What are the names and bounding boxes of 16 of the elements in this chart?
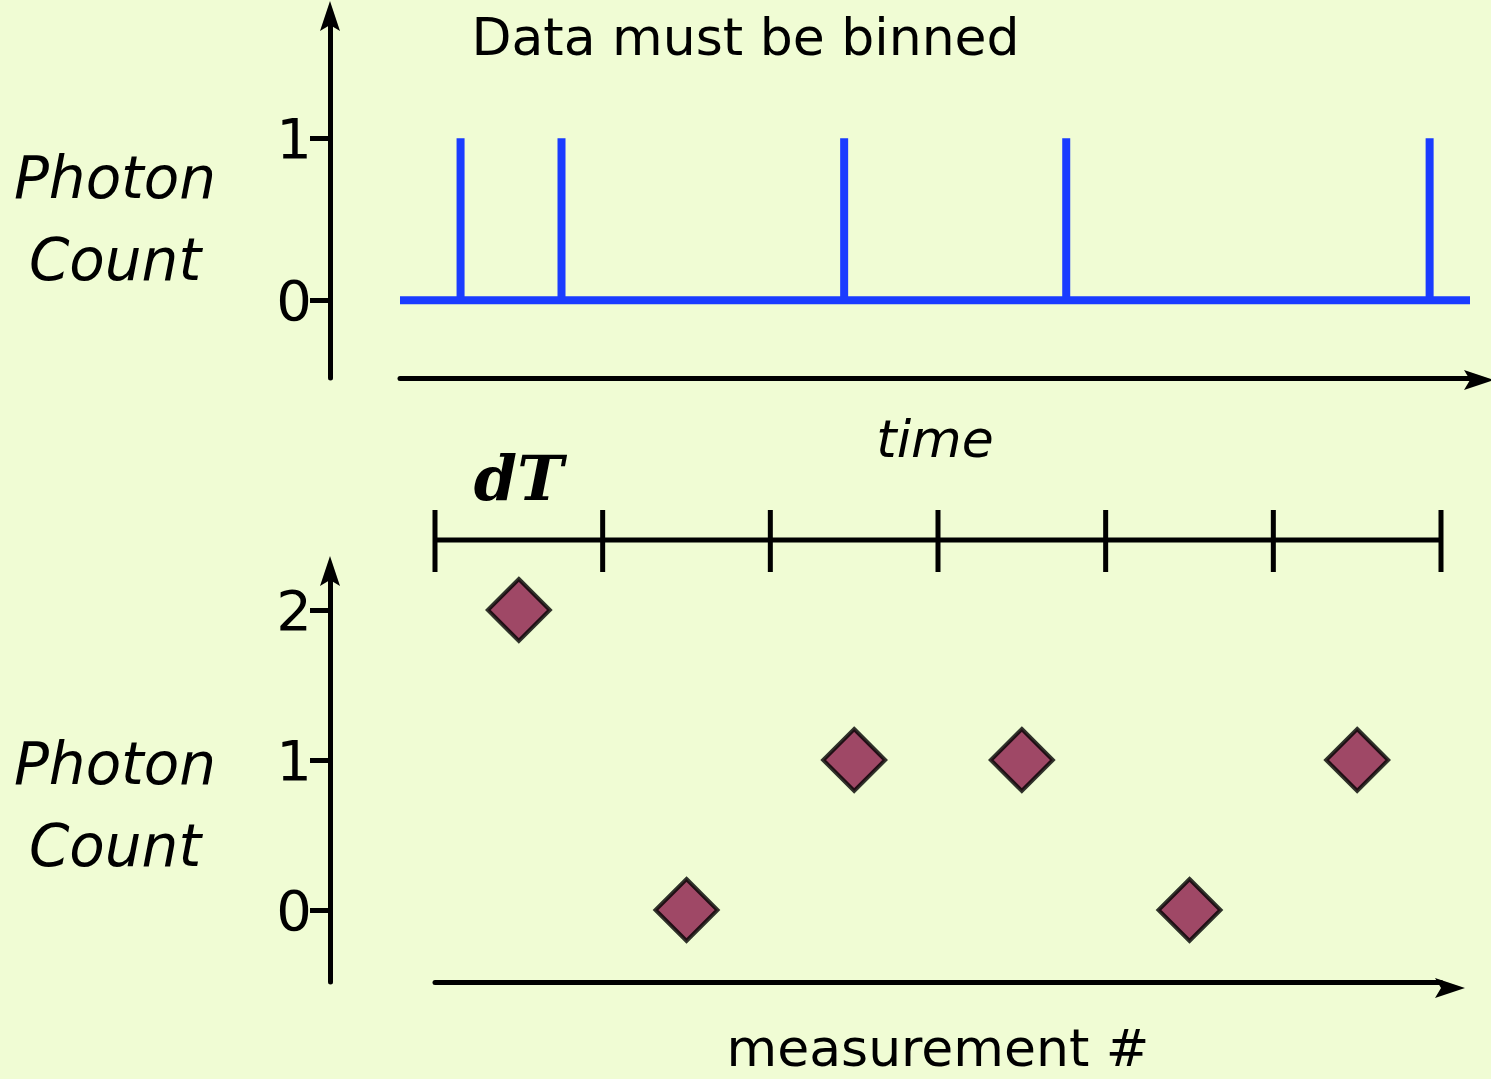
y-tick-label: 2 [276,577,312,643]
x-axis-title: measurement # [726,1018,1150,1078]
point [988,727,1055,793]
point [485,577,552,643]
point [1324,727,1391,793]
y-tick-label: 0 [276,267,312,333]
y-axis-title: Photon Count [12,729,218,882]
chart-title: Data must be binned [471,7,1020,67]
y-axis-title: Photon Count [12,143,218,297]
point [821,727,888,793]
point [1156,877,1223,943]
y-tick-label: 1 [276,105,312,171]
x-axis-title: time [876,409,994,469]
y-tick-label: 1 [276,727,312,793]
y-tick-label: 0 [276,877,312,943]
point [653,877,720,943]
